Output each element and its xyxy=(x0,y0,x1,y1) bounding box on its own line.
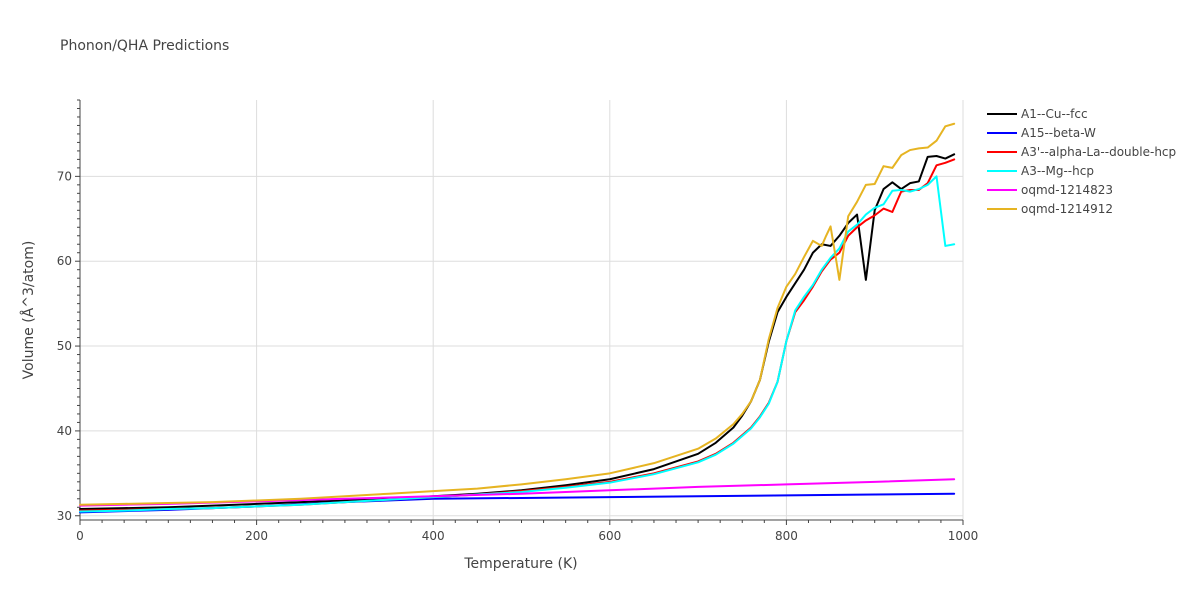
legend-label: A3'--alpha-La--double-hcp xyxy=(1021,145,1176,159)
x-tick-label: 800 xyxy=(775,529,798,543)
grid-lines xyxy=(80,100,964,520)
y-tick-label: 70 xyxy=(57,169,72,183)
legend-label: oqmd-1214823 xyxy=(1021,183,1113,197)
legend-item[interactable]: oqmd-1214823 xyxy=(987,183,1113,197)
chart-title: Phonon/QHA Predictions xyxy=(60,38,229,54)
legend-label: A15--beta-W xyxy=(1021,126,1096,140)
legend: A1--Cu--fcc A15--beta-W A3'--alpha-La--dou… xyxy=(987,107,1176,216)
legend-label: A3--Mg--hcp xyxy=(1021,164,1094,178)
legend-item[interactable]: A1--Cu--fcc xyxy=(987,107,1088,121)
axes xyxy=(75,99,964,525)
series-line-oqmd-1214912 xyxy=(79,122,956,506)
x-tick-label: 600 xyxy=(598,529,621,543)
x-axis-title: Temperature (K) xyxy=(463,556,577,572)
series-lines xyxy=(79,122,956,514)
x-tick-label: 400 xyxy=(422,529,445,543)
legend-label: oqmd-1214912 xyxy=(1021,202,1113,216)
x-tick-label: 200 xyxy=(245,529,268,543)
y-axis-title: Volume (Å^3/atom) xyxy=(20,241,37,380)
x-tick-label: 0 xyxy=(76,529,84,543)
legend-item[interactable]: A3'--alpha-La--double-hcp xyxy=(987,145,1176,159)
y-tick-label: 40 xyxy=(57,424,72,438)
y-tick-label: 50 xyxy=(57,339,72,353)
legend-item[interactable]: A15--beta-W xyxy=(987,126,1096,140)
series-line-a3-mg-hcp xyxy=(79,175,956,513)
legend-item[interactable]: A3--Mg--hcp xyxy=(987,164,1094,178)
tick-labels: 0 200 400 600 800 1000 30 40 50 60 70 xyxy=(57,169,979,543)
legend-label: A1--Cu--fcc xyxy=(1021,107,1088,121)
y-tick-label: 30 xyxy=(57,509,72,523)
y-tick-label: 60 xyxy=(57,254,72,268)
x-tick-label: 1000 xyxy=(948,529,979,543)
legend-item[interactable]: oqmd-1214912 xyxy=(987,202,1113,216)
